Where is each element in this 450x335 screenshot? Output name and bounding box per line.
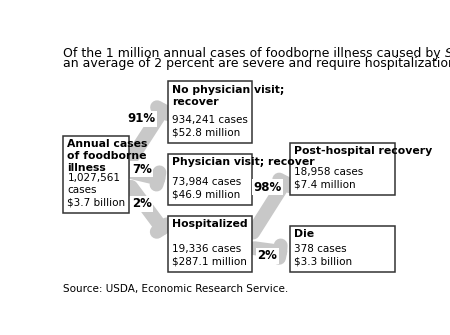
Text: 7%: 7% <box>132 163 152 176</box>
Text: 378 cases
$3.3 billion: 378 cases $3.3 billion <box>294 244 352 267</box>
Text: an average of 2 percent are severe and require hospitalization: an average of 2 percent are severe and r… <box>63 57 450 70</box>
Text: 98%: 98% <box>253 181 281 194</box>
Text: 91%: 91% <box>128 112 156 125</box>
FancyBboxPatch shape <box>290 143 395 195</box>
Text: Die: Die <box>294 229 314 239</box>
Text: 73,984 cases
$46.9 million: 73,984 cases $46.9 million <box>172 177 241 200</box>
Text: 19,336 cases
$287.1 million: 19,336 cases $287.1 million <box>172 244 247 267</box>
Text: Annual cases
of foodborne
illness: Annual cases of foodborne illness <box>68 139 148 173</box>
Text: Of the 1 million annual cases of foodborne illness caused by: Of the 1 million annual cases of foodbor… <box>63 47 445 60</box>
Text: Physician visit; recover: Physician visit; recover <box>172 157 315 167</box>
FancyBboxPatch shape <box>290 226 395 272</box>
Text: Salmonella,: Salmonella, <box>445 47 450 60</box>
FancyBboxPatch shape <box>63 136 130 213</box>
Text: Post-hospital recovery: Post-hospital recovery <box>294 146 432 156</box>
Text: 934,241 cases
$52.8 million: 934,241 cases $52.8 million <box>172 115 248 138</box>
FancyBboxPatch shape <box>168 216 252 272</box>
Text: Source: USDA, Economic Research Service.: Source: USDA, Economic Research Service. <box>63 284 288 294</box>
Text: 2%: 2% <box>257 249 277 262</box>
Text: No physician visit;
recover: No physician visit; recover <box>172 84 284 107</box>
FancyBboxPatch shape <box>168 154 252 205</box>
Text: 1,027,561
cases
$3.7 billion: 1,027,561 cases $3.7 billion <box>68 173 126 207</box>
FancyBboxPatch shape <box>168 81 252 143</box>
Text: 18,958 cases
$7.4 million: 18,958 cases $7.4 million <box>294 167 363 189</box>
Text: Hospitalized: Hospitalized <box>172 219 248 229</box>
Text: 2%: 2% <box>132 198 152 210</box>
